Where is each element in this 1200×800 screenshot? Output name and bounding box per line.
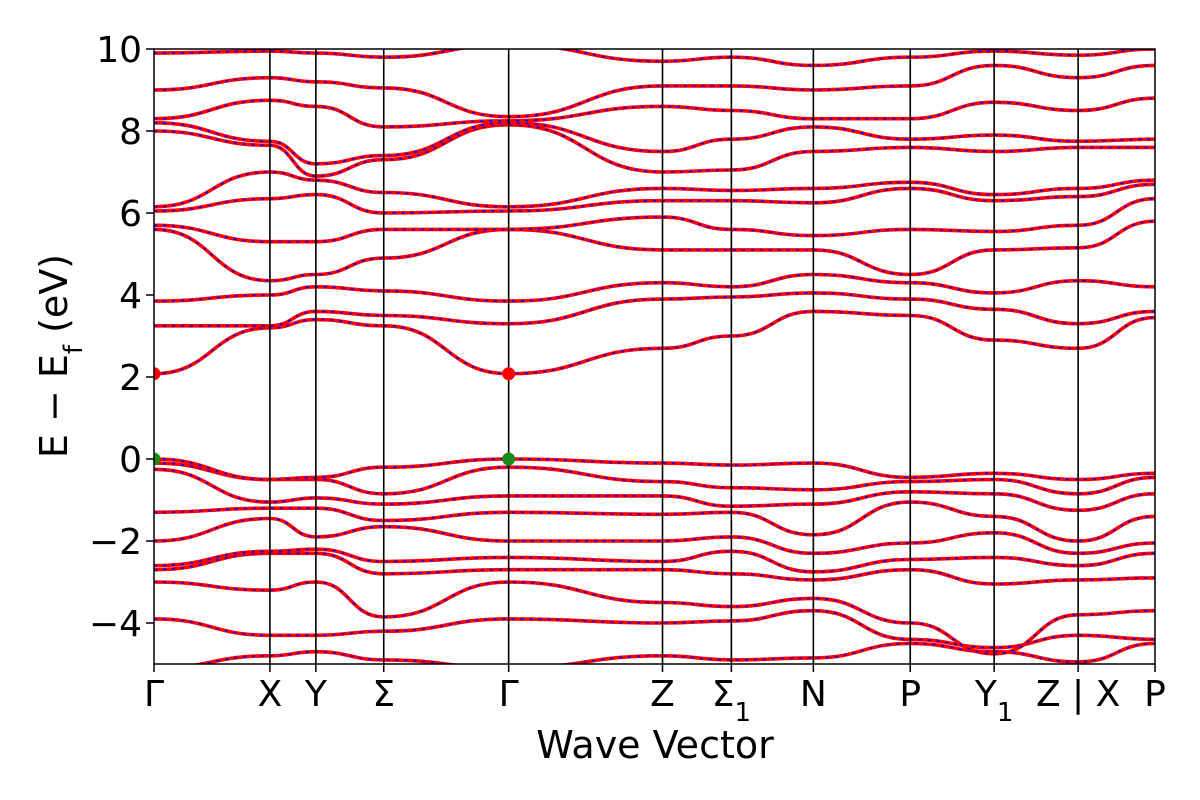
y-tick-label: −4 [89, 604, 142, 645]
band-3 [154, 580, 1155, 656]
y-axis: −4 −2 0 2 4 6 8 10 [89, 30, 154, 645]
band-1 [190, 641, 1155, 664]
x-tick-label: X [258, 674, 283, 715]
band-overlay-3 [154, 581, 1155, 655]
band-overlay-17 [154, 171, 1155, 208]
band-21 [154, 63, 1155, 119]
y-axis-title: E − Ef (eV) [32, 254, 89, 458]
band-overlay-6 [154, 517, 1155, 555]
y-tick-label: 2 [119, 358, 142, 399]
x-tick-label: Γ [144, 674, 164, 715]
y-tick-label: −2 [89, 522, 142, 563]
plot-frame [153, 48, 1156, 665]
band-19 [154, 120, 1155, 166]
x-tick-label: Γ [499, 674, 519, 715]
x-tick-label: Y1 [974, 674, 1014, 728]
band-overlay-19 [154, 121, 1155, 165]
bands-layer [154, 49, 1155, 664]
band-overlay-13 [154, 273, 1155, 302]
y-tick-label: 10 [96, 30, 142, 71]
markers-layer [154, 367, 516, 466]
band-overlay-2 [154, 609, 1155, 649]
x-tick-label: Σ1 [712, 674, 751, 728]
band-overlay-8 [154, 468, 1155, 512]
y-tick-label: 6 [119, 194, 142, 235]
kpoint-lines-layer [269, 49, 1079, 664]
x-tick-label: Z | X [1036, 674, 1120, 715]
x-axis: Γ X Y Σ Γ Z Σ1 N P Y1 Z | X P [144, 664, 1166, 728]
band-10 [154, 457, 1155, 482]
x-tick-label: Y [304, 674, 328, 715]
band-8 [154, 467, 1155, 513]
x-tick-label: P [1144, 674, 1166, 715]
x-tick-label: Z [650, 674, 675, 715]
x-axis-title: Wave Vector [536, 723, 774, 767]
y-tick-label: 8 [119, 112, 142, 153]
band-22 [154, 49, 1155, 68]
y-axis-title-main: E − E [32, 354, 76, 458]
band-overlay-21 [154, 64, 1155, 118]
y-axis-title-unit: (eV) [32, 254, 76, 345]
band-16 [154, 182, 1155, 215]
band-edge-marker [154, 452, 161, 466]
band-overlay-22 [154, 49, 1155, 67]
x-tick-label: P [899, 674, 921, 715]
band-edge-marker [502, 452, 516, 466]
band-overlay-11 [154, 310, 1155, 375]
y-axis-title-sub: f [59, 344, 89, 354]
band-overlay-14 [154, 220, 1155, 282]
x-tick-label: N [800, 674, 827, 715]
band-2 [154, 608, 1155, 650]
band-edge-marker [502, 367, 516, 381]
y-tick-label: 4 [119, 276, 142, 317]
band-15 [154, 196, 1155, 244]
band-overlay-15 [154, 197, 1155, 243]
band-20 [154, 96, 1155, 129]
x-tick-label: Σ [372, 674, 395, 715]
band-overlay-5 [154, 548, 1155, 573]
band-overlay-10 [154, 458, 1155, 481]
band-13 [154, 272, 1155, 303]
band-edge-marker [154, 367, 161, 381]
band-overlay-20 [154, 97, 1155, 128]
y-tick-label: 0 [119, 440, 142, 481]
